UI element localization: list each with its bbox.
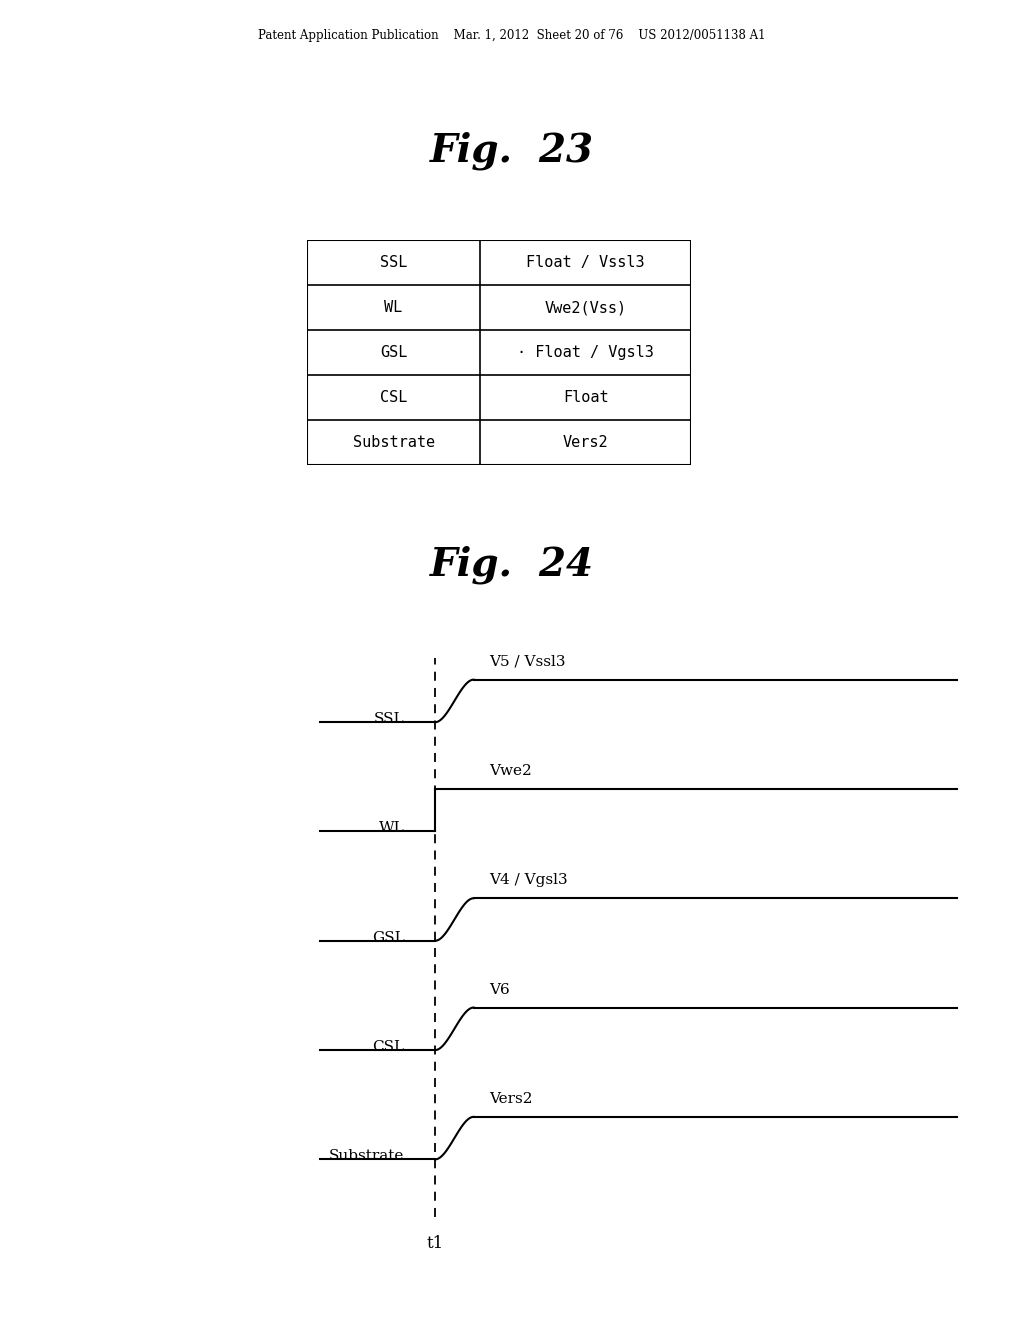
Text: GSL: GSL: [380, 345, 408, 360]
Text: Fig.  24: Fig. 24: [430, 545, 594, 583]
Text: t1: t1: [427, 1236, 443, 1253]
Text: Float: Float: [563, 389, 608, 405]
Text: Float / Vssl3: Float / Vssl3: [526, 255, 645, 271]
Text: Fig.  23: Fig. 23: [430, 132, 594, 170]
Text: V4 / Vgsl3: V4 / Vgsl3: [489, 874, 567, 887]
Text: Substrate: Substrate: [329, 1150, 404, 1163]
Text: V6: V6: [489, 982, 510, 997]
Text: SSL: SSL: [374, 711, 404, 726]
Text: Vers2: Vers2: [489, 1092, 532, 1106]
Text: V5 / Vssl3: V5 / Vssl3: [489, 655, 565, 669]
Text: Patent Application Publication    Mar. 1, 2012  Sheet 20 of 76    US 2012/005113: Patent Application Publication Mar. 1, 2…: [258, 29, 766, 42]
Text: Substrate: Substrate: [352, 434, 434, 450]
Text: GSL: GSL: [372, 931, 404, 945]
Text: Vers2: Vers2: [563, 434, 608, 450]
Text: WL: WL: [379, 821, 404, 836]
Text: WL: WL: [384, 300, 402, 315]
Text: Vwe2(Vss): Vwe2(Vss): [545, 300, 627, 315]
Text: Vwe2: Vwe2: [489, 764, 531, 777]
Text: CSL: CSL: [380, 389, 408, 405]
Text: SSL: SSL: [380, 255, 408, 271]
Text: CSL: CSL: [373, 1040, 404, 1055]
Text: · Float / Vgsl3: · Float / Vgsl3: [517, 345, 654, 360]
